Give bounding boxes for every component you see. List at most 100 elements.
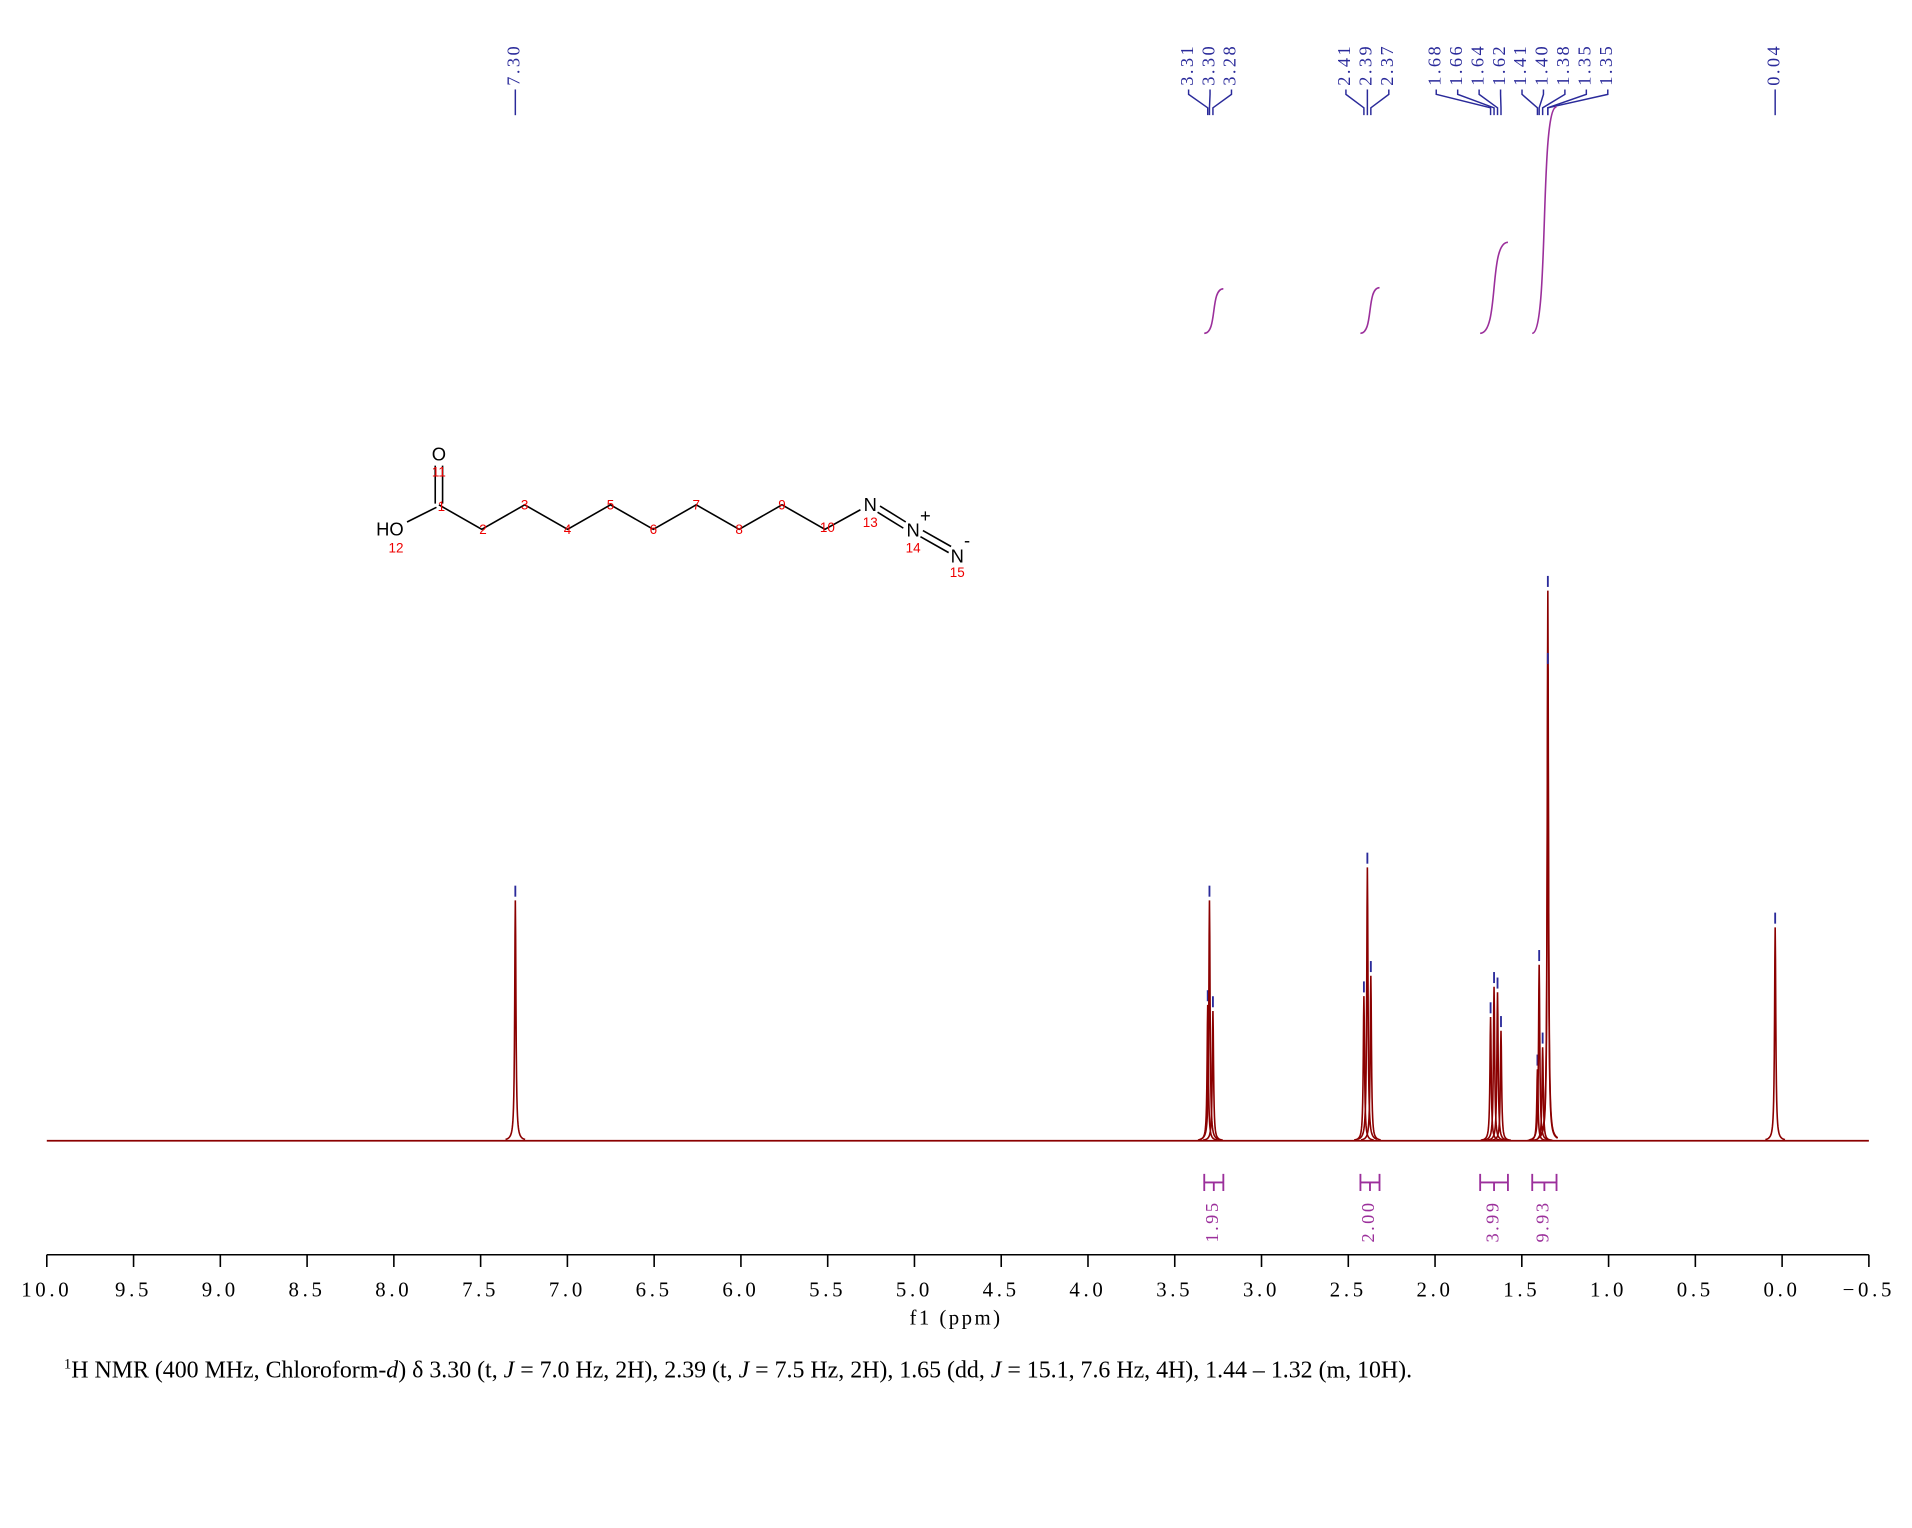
- peak-label-leader: [1187, 89, 1209, 116]
- caption-part: = 7.0 Hz, 2H), 2.39 (t,: [514, 1357, 738, 1383]
- peak-label-leader: [1370, 89, 1390, 116]
- bond-chain: [438, 503, 861, 531]
- peak: [1532, 1047, 1553, 1142]
- bond: [877, 511, 904, 529]
- atom-label: N: [906, 520, 919, 541]
- integral-label: 9.93: [1533, 1201, 1553, 1243]
- atom-label: HO: [376, 518, 404, 539]
- atom-number: 15: [950, 565, 965, 580]
- peak-label-leader: [1478, 89, 1499, 116]
- bond: [879, 505, 907, 523]
- x-tick-label: 7.0: [549, 1277, 586, 1301]
- peak: [1353, 996, 1374, 1141]
- atom-number: 2: [479, 522, 487, 537]
- x-tick-label: 10.0: [21, 1277, 72, 1301]
- bond: [406, 506, 437, 523]
- atom-number: 10: [820, 520, 835, 535]
- peak-label-leader: [1538, 89, 1545, 116]
- atom-label: N: [864, 494, 877, 515]
- peak: [505, 900, 526, 1141]
- integral-label: 2.00: [1358, 1201, 1378, 1243]
- peak-label-leader: [1212, 89, 1233, 116]
- integral-label: 3.99: [1482, 1201, 1502, 1243]
- peak-label-leader: [1521, 89, 1539, 116]
- caption-part: H NMR (400 MHz, Chloroform-: [71, 1357, 386, 1383]
- x-tick-label: 9.0: [202, 1277, 239, 1301]
- charge: +: [920, 505, 931, 526]
- integral-curve: [1531, 106, 1558, 335]
- x-tick-label: 3.5: [1156, 1277, 1193, 1301]
- x-tick-label: 1.5: [1503, 1277, 1540, 1301]
- peak-label: 1.40: [1532, 44, 1552, 86]
- peak-label: 3.31: [1177, 44, 1197, 86]
- peak-label-leader: [1435, 89, 1492, 116]
- charge: -: [964, 530, 970, 551]
- atom-label: O: [432, 444, 446, 465]
- peak: [1203, 1010, 1223, 1141]
- peak-label: 1.66: [1446, 44, 1466, 86]
- peak: [1199, 900, 1220, 1141]
- integral-bracket: [1203, 1173, 1225, 1192]
- integral-curve: [1203, 288, 1224, 335]
- atom-number: 6: [650, 522, 658, 537]
- peak-label: 1.62: [1489, 44, 1509, 86]
- peak-label-leader: [1456, 89, 1495, 116]
- x-tick-label: 0.0: [1764, 1277, 1801, 1301]
- peak-label: 2.39: [1356, 44, 1376, 86]
- peak-label: 1.35: [1575, 44, 1595, 86]
- atom-number: 1: [438, 499, 446, 514]
- x-tick-label: 6.0: [722, 1277, 759, 1301]
- caption: 1H NMR (400 MHz, Chloroform-d) δ 3.30 (t…: [64, 1357, 1412, 1384]
- x-tick-label: 1.0: [1590, 1277, 1627, 1301]
- peak-label-leader: [1547, 89, 1609, 116]
- peak-label: 1.68: [1424, 44, 1444, 86]
- atom-number: 9: [778, 498, 786, 513]
- peak-label: 1.35: [1596, 44, 1616, 86]
- peak-label-leader: [1541, 89, 1566, 116]
- peak-label-leader: [1208, 89, 1211, 116]
- peak: [1360, 975, 1381, 1141]
- peak-label-leader: [1345, 89, 1365, 116]
- peak: [1484, 986, 1505, 1141]
- x-tick-label: 2.5: [1330, 1277, 1367, 1301]
- peak: [1357, 867, 1378, 1141]
- peak: [1487, 992, 1508, 1141]
- caption-part: 1: [64, 1357, 71, 1373]
- integral-curve: [1360, 286, 1380, 335]
- integral-bracket: [1531, 1173, 1558, 1192]
- peak-label: 1.38: [1553, 44, 1573, 86]
- peak-label: 1.64: [1467, 44, 1487, 86]
- x-tick-label: 6.5: [636, 1277, 673, 1301]
- x-tick-label: 8.5: [289, 1277, 326, 1301]
- x-tick-label: 2.0: [1417, 1277, 1454, 1301]
- atom-number: 7: [692, 498, 699, 513]
- atom-number: 12: [389, 541, 404, 556]
- peak-label: 3.30: [1198, 44, 1218, 86]
- integral-curve: [1479, 241, 1509, 335]
- peak-label-leader: [1547, 89, 1588, 116]
- caption-part: J: [991, 1357, 1003, 1383]
- atom-label: N: [951, 545, 964, 566]
- atom-number: 8: [735, 522, 743, 537]
- caption-part: = 7.5 Hz, 2H), 1.65 (dd,: [749, 1357, 991, 1383]
- x-tick-label: 3.0: [1243, 1277, 1280, 1301]
- x-tick-label: 4.5: [983, 1277, 1020, 1301]
- x-tick-label: 5.5: [809, 1277, 846, 1301]
- x-tick-label: 8.0: [375, 1277, 412, 1301]
- x-tick-label: 9.5: [115, 1277, 152, 1301]
- x-axis-label: f1 (ppm): [909, 1306, 1002, 1330]
- atom-number: 3: [521, 498, 529, 513]
- integral-bracket: [1479, 1173, 1509, 1192]
- atom-number: 5: [607, 498, 615, 513]
- structure: O HO N N N + - 1 2 3 4 5 6 7 8 9 10 11 1…: [376, 444, 970, 580]
- atom-number: 13: [863, 515, 878, 530]
- atom-number: 4: [564, 522, 572, 537]
- peak-label: 7.30: [504, 44, 524, 86]
- x-tick-label: 7.5: [462, 1277, 499, 1301]
- peak-label: 2.41: [1334, 44, 1354, 86]
- x-tick-label: −0.5: [1843, 1277, 1896, 1301]
- peak: [1537, 667, 1559, 1139]
- caption-part: d: [386, 1357, 398, 1383]
- peak-label: 0.04: [1763, 44, 1783, 86]
